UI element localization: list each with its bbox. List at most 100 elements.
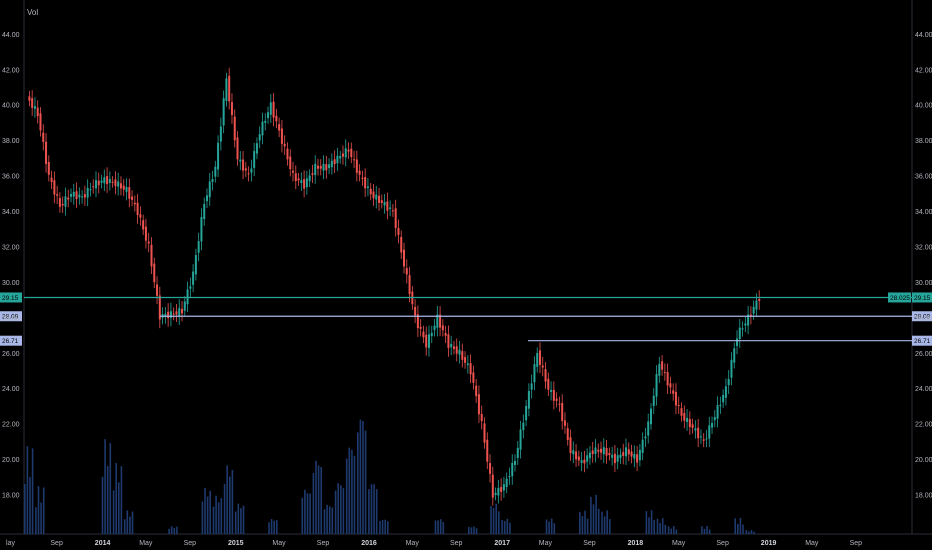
candle-body	[422, 331, 425, 338]
candle-body	[502, 484, 505, 491]
volume-bar	[29, 477, 31, 534]
candle-body	[602, 447, 605, 455]
candle-body	[594, 447, 597, 454]
volume-bar	[129, 516, 131, 534]
volume-bar	[609, 519, 611, 534]
candle-body	[527, 390, 530, 409]
volume-bar	[675, 529, 678, 534]
candle-body	[70, 194, 73, 197]
candle-body	[111, 181, 114, 183]
volume-bar	[309, 493, 311, 534]
candle-body	[156, 284, 159, 296]
candle-body	[300, 180, 303, 184]
candle-body	[691, 424, 694, 428]
volume-bar	[648, 517, 650, 534]
volume-bar	[340, 485, 342, 534]
candle-body	[550, 389, 553, 392]
candle-body	[730, 359, 733, 378]
candle-body	[644, 436, 647, 439]
candle-body	[536, 353, 539, 367]
volume-bar	[439, 519, 442, 534]
candle-body	[58, 198, 61, 207]
volume-bar	[312, 473, 315, 534]
y-tick-left: 28.00	[2, 315, 20, 322]
candle-body	[211, 179, 214, 182]
x-tick: May	[672, 540, 686, 547]
candle-body	[292, 170, 295, 173]
candle-body	[674, 391, 677, 406]
volume-bar	[201, 501, 204, 534]
x-tick: 2017	[494, 540, 510, 547]
volume-bar	[26, 446, 29, 534]
candle-body	[75, 191, 78, 200]
candle-body	[247, 173, 250, 175]
horizontal-lines[interactable]: 29.15 29.15 28.09 28.09 26.71 26.71 28.025	[0, 292, 932, 346]
volume-bar	[101, 476, 104, 534]
candle-body	[386, 201, 389, 211]
volume-bar	[501, 519, 503, 534]
volume-bar	[357, 432, 359, 534]
h-line-label-left	[0, 335, 22, 346]
volume-bar	[595, 494, 597, 534]
candle-body	[319, 165, 322, 169]
volume-bar	[268, 522, 270, 534]
candle-body	[544, 369, 547, 382]
volume-bar	[242, 505, 245, 534]
volume-bar	[470, 527, 473, 534]
candle-body	[250, 168, 253, 173]
candle-body	[749, 314, 752, 316]
volume-bar	[131, 511, 134, 534]
volume-bar	[345, 458, 348, 534]
y-tick-right: 30.00	[915, 280, 932, 287]
volume-bar	[434, 520, 437, 534]
candle-body	[217, 142, 220, 170]
candle-body	[516, 447, 519, 458]
candle-body	[86, 187, 89, 198]
h-line-label-left-text: 26.71	[2, 338, 19, 345]
candle-body	[50, 177, 53, 183]
candle-body	[192, 271, 195, 285]
y-tick-right: 40.00	[915, 103, 932, 110]
candle-body	[533, 364, 536, 383]
candle-body	[341, 153, 344, 157]
candle-body	[205, 195, 208, 202]
candle-body	[414, 306, 417, 316]
candle-body	[280, 128, 283, 144]
volume-bar	[664, 524, 667, 534]
candle-body	[94, 180, 97, 189]
candle-body	[733, 348, 736, 363]
candle-body	[461, 351, 464, 360]
candle-body	[708, 425, 711, 439]
volume-bar	[334, 490, 337, 534]
candle-body	[78, 194, 81, 198]
volume-bar	[234, 511, 237, 534]
x-tick: Sep	[716, 540, 729, 547]
candle-body	[172, 313, 175, 315]
candle-body	[322, 163, 325, 171]
candle-body	[139, 214, 142, 218]
volume-bar	[490, 505, 492, 534]
x-tick: 2015	[228, 540, 244, 547]
volume-bar	[468, 527, 470, 534]
volume-bar	[212, 506, 215, 534]
candle-body	[694, 428, 697, 431]
candle-body	[505, 478, 508, 488]
volume-bar	[126, 510, 129, 534]
candle-body	[350, 148, 353, 157]
volume-bar	[581, 516, 584, 534]
candle-body	[519, 429, 522, 450]
candle-body	[330, 160, 333, 168]
volume-bar	[586, 518, 589, 534]
candle-body	[663, 371, 666, 373]
candle-body	[758, 299, 761, 301]
candle-body	[236, 137, 239, 160]
volume-bar	[170, 526, 173, 534]
x-tick: May	[406, 540, 420, 547]
volume-bar	[506, 518, 509, 534]
candle-body	[452, 346, 455, 349]
candle-body	[219, 126, 222, 142]
candle-body	[375, 194, 378, 200]
y-tick-left: 18.00	[2, 493, 20, 500]
candle-body	[591, 450, 594, 455]
